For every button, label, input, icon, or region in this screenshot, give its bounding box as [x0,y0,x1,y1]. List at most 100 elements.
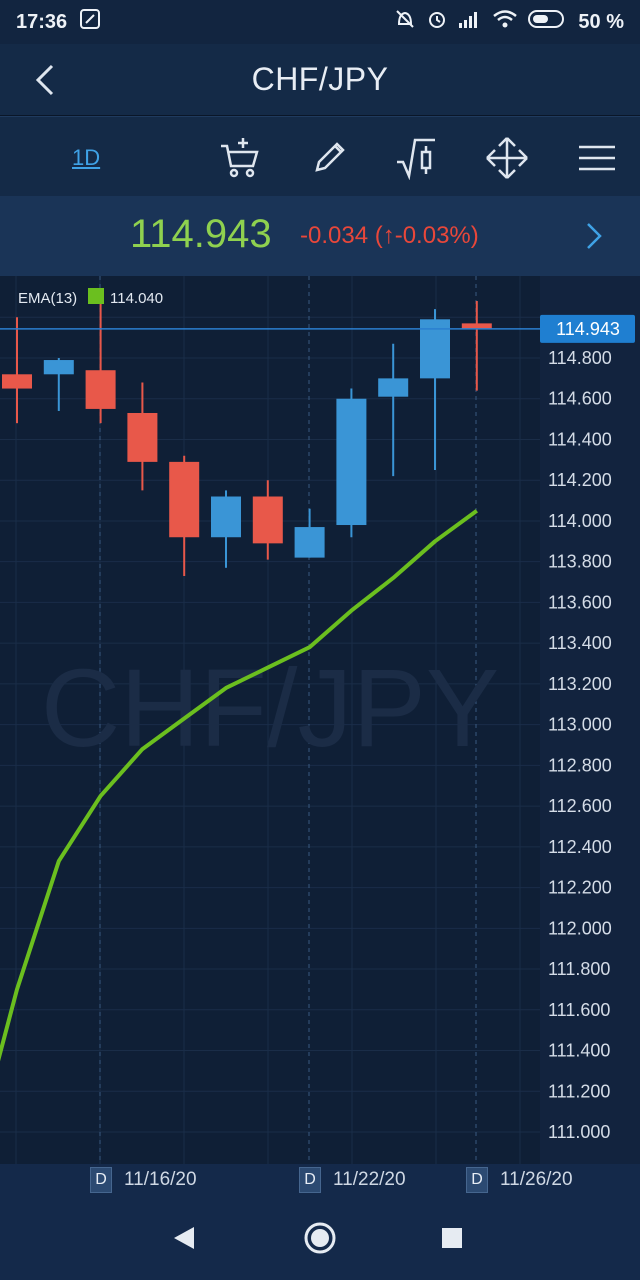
candle-body [211,496,241,538]
move-button[interactable] [484,135,530,181]
alarm-icon [426,8,448,36]
screenshot-icon [79,8,101,36]
current-price: 114.943 [130,212,272,256]
y-tick-label: 114.200 [548,470,612,490]
candle[interactable] [252,480,283,560]
circle-home-icon [304,1222,336,1254]
candle[interactable] [127,382,158,491]
battery-icon [528,9,568,35]
price-axis-background [540,276,640,1164]
date-label-2: D 11/22/20 [299,1164,406,1196]
hamburger-menu-icon [579,145,615,171]
date-text: 11/26/20 [500,1169,573,1190]
price-chart[interactable]: CHF/JPY 114.800 114.600 114.400 114.200 114.… [0,276,640,1164]
period-badge: D [466,1167,488,1193]
y-tick-label: 113.600 [548,592,612,612]
header: CHF/JPY [0,44,640,116]
triangle-back-icon [174,1227,194,1249]
y-tick-label: 112.200 [548,878,612,898]
period-selector[interactable]: 1D [72,145,101,170]
alarm-off-icon [394,8,416,36]
candle[interactable] [85,300,116,424]
current-price-tag-label: 114.943 [556,319,620,339]
candle-body [43,360,74,375]
candle[interactable] [294,508,325,558]
y-tick-label: 114.000 [548,511,612,531]
y-tick-label: 111.800 [548,959,610,979]
candle[interactable] [169,455,200,576]
quote-bar[interactable]: 114.943 -0.034 (↑-0.03%) [0,196,640,276]
status-bar: 17:36 50 % [0,0,640,44]
candlestick-chart[interactable]: CHF/JPY 114.800114.600114.400114.200114.… [0,276,640,1164]
ema-legend-value: 114.040 [110,290,163,307]
candle-body [294,527,325,558]
candle[interactable] [2,317,32,424]
candle-body [252,496,283,544]
y-tick-label: 112.000 [548,918,612,938]
y-tick-label: 113.800 [548,552,612,572]
candle[interactable] [211,490,241,568]
indicator-icon [397,138,435,180]
chart-toolbar: 1D [0,116,640,196]
page-title: CHF/JPY [251,61,389,97]
y-axis-ticks: 114.800 114.600 114.400 114.200 114.000 113.8… [548,348,612,1142]
y-tick-label: 113.400 [548,633,612,653]
battery-level: 50 % [578,10,624,33]
date-label-3: D 11/26/20 [466,1164,573,1196]
indicators-button[interactable] [394,135,440,181]
y-tick-label: 114.600 [548,389,612,409]
candle[interactable] [43,358,74,411]
y-tick-label: 113.000 [548,715,612,735]
candle[interactable] [336,388,367,538]
candle[interactable] [378,343,409,477]
trade-cart-button[interactable] [216,135,262,181]
y-tick-label: 111.200 [548,1081,610,1101]
quote-details-button[interactable] [580,218,608,254]
y-tick-label: 111.600 [548,1000,610,1020]
chevron-left-icon [35,64,54,96]
status-icons: 50 % [394,8,624,36]
ema-line [0,509,478,1062]
date-axis: D 11/16/20 D 11/22/20 D 11/26/20 [0,1164,640,1196]
candle-body [336,398,367,526]
y-tick-label: 114.800 [548,348,612,368]
candle-body [378,378,409,397]
period-badge: D [299,1167,321,1193]
y-tick-label: 113.200 [548,674,612,694]
square-recents-icon [442,1228,462,1248]
ema-layer [0,509,478,1062]
chart-grid [0,276,540,1164]
candle-body [2,374,32,389]
candle[interactable] [461,300,492,391]
date-label-1: D 11/16/20 [90,1164,197,1196]
period-badge: D [90,1167,112,1193]
system-nav-bar [0,1196,640,1280]
signal-icon [458,9,482,35]
nav-home-button[interactable] [300,1218,340,1258]
cart-plus-icon [221,138,259,178]
back-button[interactable] [28,62,64,98]
date-text: 11/16/20 [124,1169,197,1190]
ema-legend-label: EMA(13) [18,290,77,307]
draw-button[interactable] [306,135,352,181]
pencil-icon [315,142,345,172]
status-time: 17:36 [16,10,68,33]
candle-body [169,461,200,538]
ema-legend-swatch [88,288,104,304]
nav-back-button[interactable] [164,1218,204,1258]
date-text: 11/22/20 [333,1169,406,1190]
move-arrows-icon [486,137,528,179]
y-tick-label: 111.000 [548,1122,610,1142]
nav-recents-button[interactable] [432,1218,472,1258]
candle-body [461,323,492,330]
current-price-tag: 114.943 [540,314,635,343]
candle-body [85,370,116,409]
wifi-icon [492,9,518,35]
y-tick-label: 112.800 [548,755,612,775]
candle-body [127,412,158,462]
y-tick-label: 114.400 [548,429,612,449]
ema-legend: EMA(13) 114.040 [18,288,163,307]
menu-button[interactable] [574,135,620,181]
y-tick-label: 111.400 [548,1041,610,1061]
chevron-right-icon [587,223,602,249]
